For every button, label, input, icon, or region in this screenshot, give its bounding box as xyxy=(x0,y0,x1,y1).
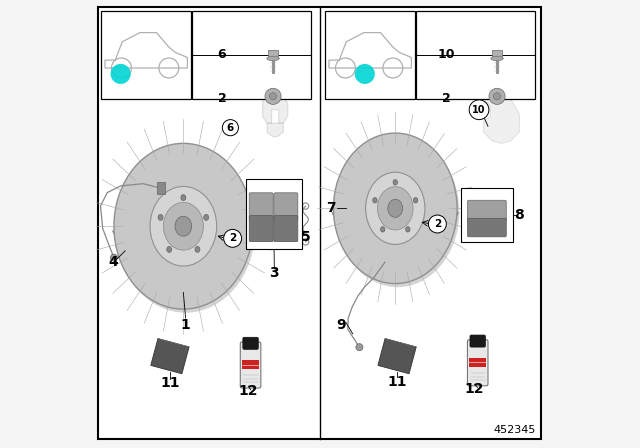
Ellipse shape xyxy=(181,194,186,201)
Text: 6: 6 xyxy=(227,123,234,133)
Text: 4: 4 xyxy=(108,255,118,269)
Bar xyxy=(246,179,302,249)
FancyBboxPatch shape xyxy=(467,218,506,237)
Circle shape xyxy=(428,215,446,233)
Text: 9: 9 xyxy=(337,318,346,332)
Text: 5: 5 xyxy=(301,230,310,245)
Bar xyxy=(461,188,513,242)
Ellipse shape xyxy=(175,216,192,236)
FancyBboxPatch shape xyxy=(467,340,488,386)
FancyBboxPatch shape xyxy=(249,215,273,241)
FancyBboxPatch shape xyxy=(249,193,273,220)
Bar xyxy=(268,49,278,58)
Text: 2: 2 xyxy=(434,219,441,229)
Text: 8: 8 xyxy=(515,208,524,222)
Ellipse shape xyxy=(372,198,377,203)
Ellipse shape xyxy=(158,215,163,220)
Polygon shape xyxy=(262,96,288,123)
Text: 2: 2 xyxy=(218,92,227,105)
Ellipse shape xyxy=(116,147,255,313)
Text: 3: 3 xyxy=(269,266,279,280)
Text: 1: 1 xyxy=(180,318,191,332)
Ellipse shape xyxy=(365,172,425,245)
Text: 452345: 452345 xyxy=(493,425,536,435)
Bar xyxy=(469,358,486,367)
Ellipse shape xyxy=(114,143,253,309)
Circle shape xyxy=(269,93,276,100)
Text: 12: 12 xyxy=(465,382,484,396)
Text: 11: 11 xyxy=(387,375,407,389)
Circle shape xyxy=(222,120,239,136)
Ellipse shape xyxy=(378,187,413,230)
Text: 6: 6 xyxy=(218,48,227,61)
Bar xyxy=(492,49,502,58)
Ellipse shape xyxy=(167,246,172,252)
Ellipse shape xyxy=(413,198,418,203)
Bar xyxy=(157,182,164,194)
Polygon shape xyxy=(477,92,520,143)
Bar xyxy=(417,11,535,99)
Circle shape xyxy=(265,88,281,104)
Circle shape xyxy=(489,88,505,104)
Polygon shape xyxy=(151,339,189,374)
Ellipse shape xyxy=(195,246,200,252)
Ellipse shape xyxy=(388,199,403,217)
Text: 2: 2 xyxy=(442,92,451,105)
Ellipse shape xyxy=(204,215,209,220)
Circle shape xyxy=(469,100,489,120)
FancyBboxPatch shape xyxy=(243,337,259,349)
Bar xyxy=(101,11,191,99)
FancyBboxPatch shape xyxy=(274,215,298,241)
FancyBboxPatch shape xyxy=(240,342,261,388)
Text: 12: 12 xyxy=(239,383,258,398)
Bar xyxy=(192,11,311,99)
Bar xyxy=(242,360,259,369)
Ellipse shape xyxy=(491,56,503,61)
FancyBboxPatch shape xyxy=(470,335,485,347)
Circle shape xyxy=(111,64,131,84)
Ellipse shape xyxy=(267,56,279,61)
Text: 10: 10 xyxy=(472,105,486,115)
Text: 2: 2 xyxy=(229,233,236,243)
Ellipse shape xyxy=(150,186,217,266)
Ellipse shape xyxy=(406,227,410,232)
Circle shape xyxy=(356,344,363,351)
Ellipse shape xyxy=(393,180,397,185)
Text: 7: 7 xyxy=(326,201,336,215)
Ellipse shape xyxy=(333,133,457,284)
FancyBboxPatch shape xyxy=(274,193,298,220)
FancyBboxPatch shape xyxy=(467,200,506,222)
Ellipse shape xyxy=(380,227,385,232)
Text: 10: 10 xyxy=(437,48,455,61)
Circle shape xyxy=(493,93,500,100)
Circle shape xyxy=(224,229,242,247)
Ellipse shape xyxy=(336,137,460,287)
Circle shape xyxy=(110,254,118,261)
Text: 11: 11 xyxy=(160,376,180,390)
Circle shape xyxy=(355,64,375,84)
Bar xyxy=(325,11,415,99)
Polygon shape xyxy=(267,123,284,137)
Polygon shape xyxy=(378,339,416,374)
Ellipse shape xyxy=(163,202,204,250)
